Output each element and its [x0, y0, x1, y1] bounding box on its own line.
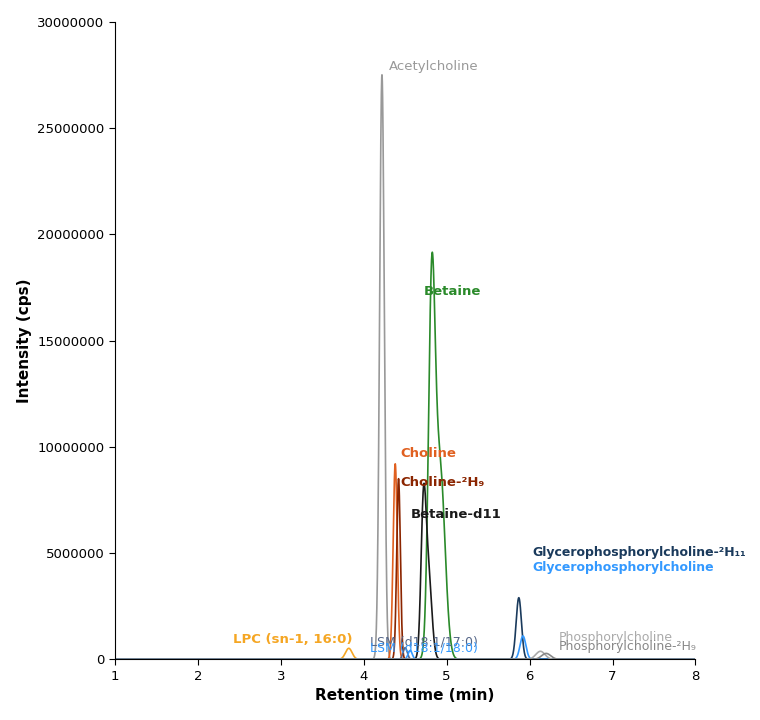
Y-axis label: Intensity (cps): Intensity (cps)	[17, 278, 32, 402]
X-axis label: Retention time (min): Retention time (min)	[315, 688, 495, 703]
Text: Phosphorylcholine: Phosphorylcholine	[559, 631, 673, 644]
Text: Glycerophosphorylcholine: Glycerophosphorylcholine	[532, 562, 714, 575]
Text: LSM (d18:1/17:0): LSM (d18:1/17:0)	[370, 636, 478, 649]
Text: LSM (d18:1/18:0): LSM (d18:1/18:0)	[370, 641, 478, 654]
Text: Glycerophosphorylcholine-²H₁₁: Glycerophosphorylcholine-²H₁₁	[532, 546, 746, 559]
Text: Betaine-d11: Betaine-d11	[411, 508, 502, 521]
Text: LPC (sn-1, 16:0): LPC (sn-1, 16:0)	[233, 633, 352, 646]
Text: Choline-²H₉: Choline-²H₉	[401, 477, 484, 490]
Text: Acetylcholine: Acetylcholine	[388, 60, 478, 73]
Text: Choline: Choline	[401, 446, 456, 459]
Text: Phosphorylcholine-²H₉: Phosphorylcholine-²H₉	[559, 639, 696, 652]
Text: Betaine: Betaine	[423, 285, 481, 298]
